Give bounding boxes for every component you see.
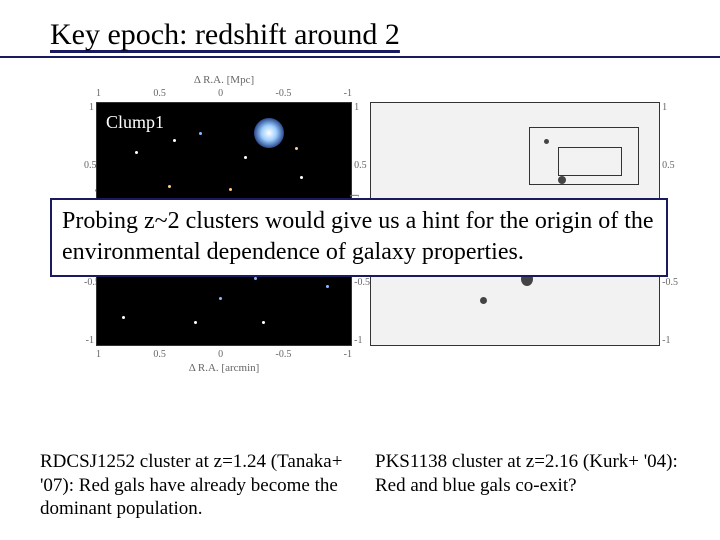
star-speck bbox=[300, 176, 303, 179]
title-underline bbox=[0, 56, 720, 58]
callout-box: Probing z~2 clusters would give us a hin… bbox=[50, 198, 668, 277]
star-speck bbox=[244, 156, 247, 159]
star-speck bbox=[122, 316, 125, 319]
star-speck bbox=[199, 132, 202, 135]
tick: -1 bbox=[344, 349, 352, 360]
tick: 0.5 bbox=[354, 160, 370, 171]
axis-bottom-ticks-left: 1 0.5 0 -0.5 -1 bbox=[96, 349, 352, 360]
tick: 0.5 bbox=[153, 349, 166, 360]
slide-title: Key epoch: redshift around 2 bbox=[50, 18, 400, 52]
tick: -1 bbox=[354, 335, 370, 346]
tick: 0.5 bbox=[84, 160, 94, 171]
big-star bbox=[254, 118, 284, 148]
tick: 1 bbox=[662, 102, 678, 113]
star-speck bbox=[229, 188, 232, 191]
axis-top-ticks-left: 1 0.5 0 -0.5 -1 bbox=[96, 88, 352, 99]
tick: -1 bbox=[662, 335, 678, 346]
star-speck bbox=[295, 147, 298, 150]
star-speck bbox=[219, 297, 222, 300]
tick: 0 bbox=[218, 88, 223, 99]
tick: 1 bbox=[96, 88, 101, 99]
tick: -1 bbox=[84, 335, 94, 346]
star-speck bbox=[168, 185, 171, 188]
caption-right: PKS1138 cluster at z=2.16 (Kurk+ '04): R… bbox=[375, 450, 680, 520]
tick: -1 bbox=[344, 88, 352, 99]
tick: 0.5 bbox=[153, 88, 166, 99]
tick: 1 bbox=[84, 102, 94, 113]
axis-bottom-label-left: Δ R.A. [arcmin] bbox=[96, 362, 352, 374]
caption-left: RDCSJ1252 cluster at z=1.24 (Tanaka+ '07… bbox=[40, 450, 345, 520]
tick: -0.5 bbox=[84, 277, 94, 288]
clump-label: Clump1 bbox=[106, 112, 164, 133]
tick: 0 bbox=[218, 349, 223, 360]
tick: -0.5 bbox=[275, 88, 291, 99]
star-speck bbox=[326, 285, 329, 288]
tick: -0.5 bbox=[662, 277, 678, 288]
star-speck bbox=[173, 139, 176, 142]
captions-row: RDCSJ1252 cluster at z=1.24 (Tanaka+ '07… bbox=[40, 450, 680, 520]
star-speck bbox=[262, 321, 265, 324]
star-speck bbox=[254, 277, 257, 280]
tick: 1 bbox=[354, 102, 370, 113]
source-blob bbox=[480, 297, 487, 304]
axis-top-label-left: Δ R.A. [Mpc] bbox=[96, 74, 352, 86]
tick: -0.5 bbox=[354, 277, 370, 288]
tick: 0.5 bbox=[662, 160, 678, 171]
region-rectangle bbox=[558, 147, 621, 176]
tick: -0.5 bbox=[275, 349, 291, 360]
star-speck bbox=[194, 321, 197, 324]
tick: 1 bbox=[96, 349, 101, 360]
star-speck bbox=[135, 151, 138, 154]
